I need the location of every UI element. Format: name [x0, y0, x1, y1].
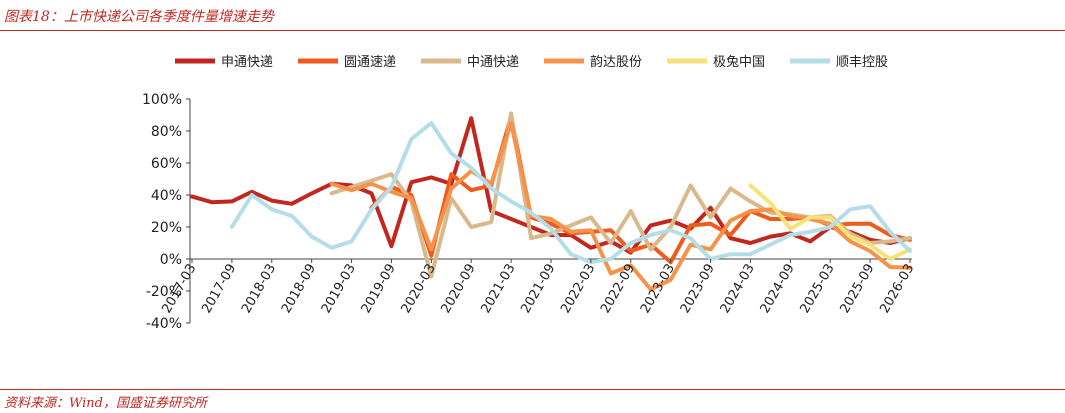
legend-label: 申通快递 [221, 55, 273, 70]
y-tick-label: 60% [151, 156, 182, 172]
x-tick-label: 2018-03 [239, 262, 279, 317]
y-tick-label: 0% [160, 252, 182, 268]
y-tick-label: 100% [142, 92, 182, 108]
y-tick-label: -20% [146, 284, 182, 300]
x-tick-label: 2017-09 [199, 262, 239, 317]
x-tick-label: 2026-03 [877, 262, 917, 317]
figure-title: 图表18：上市快递公司各季度件量增速走势 [4, 9, 274, 25]
x-tick-label: 2019-09 [359, 262, 399, 317]
x-tick-label: 2021-03 [478, 262, 518, 317]
source-note: 资料来源：Wind，国盛证券研究所 [4, 396, 207, 411]
legend-label: 圆通速递 [344, 55, 396, 70]
x-tick-label: 2020-03 [399, 262, 439, 317]
series-line [329, 121, 912, 292]
legend-label: 韵达股份 [590, 55, 642, 70]
x-tick-label: 2023-09 [678, 262, 718, 317]
series-line [229, 121, 912, 265]
top-rule [0, 30, 1065, 31]
legend-item: 极兔中国 [667, 55, 765, 70]
legend-item: 顺丰控股 [790, 55, 888, 70]
legend-item: 圆通速递 [298, 55, 396, 70]
x-tick-label: 2021-09 [518, 262, 558, 317]
x-tick-label: 2020-09 [439, 262, 479, 317]
legend-label: 中通快递 [467, 55, 519, 70]
y-tick-label: 80% [151, 124, 182, 140]
legend-item: 中通快递 [421, 55, 519, 70]
x-tick-label: 2025-03 [798, 262, 838, 317]
y-tick-label: -40% [146, 316, 182, 332]
legend-item: 申通快递 [175, 55, 273, 70]
bottom-rule [0, 389, 1065, 390]
x-tick-label: 2019-03 [319, 262, 359, 317]
y-tick-label: 40% [151, 188, 182, 204]
x-tick-label: 2024-09 [758, 262, 798, 317]
x-tick-label: 2024-03 [718, 262, 758, 317]
legend-label: 极兔中国 [713, 55, 765, 70]
legend-label: 顺丰控股 [836, 55, 888, 70]
series-line [748, 183, 912, 261]
x-tick-label: 2025-09 [837, 262, 877, 317]
x-tick-label: 2018-09 [279, 262, 319, 317]
y-tick-label: 20% [151, 220, 182, 236]
legend-item: 韵达股份 [544, 55, 642, 70]
x-tick-label: 2022-03 [558, 262, 598, 317]
x-tick-label: 2023-03 [638, 262, 678, 317]
